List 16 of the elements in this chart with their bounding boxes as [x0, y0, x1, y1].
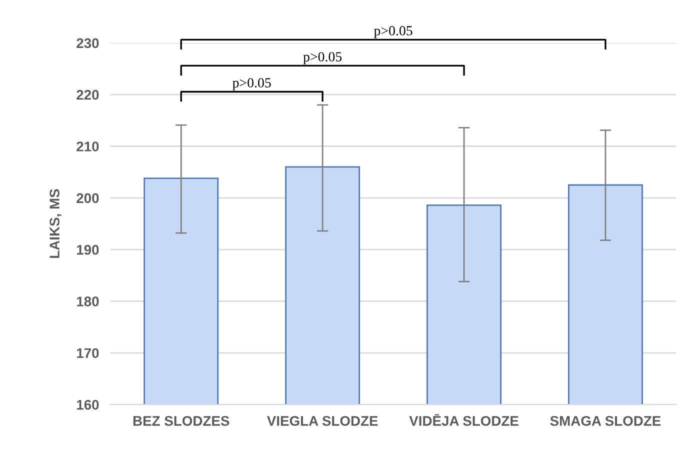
y-tick-label: 210	[76, 142, 99, 152]
y-tick-label: 230	[76, 38, 99, 48]
y-tick-label: 220	[76, 90, 99, 100]
text: p>0.05	[374, 26, 412, 38]
annotation: p>0.05	[303, 52, 342, 64]
x-tick-label: BEZ SLODZES	[133, 416, 230, 426]
y-tick-label: 160	[76, 400, 99, 410]
x-tick-label: VIDĒJA SLODZE	[409, 414, 518, 426]
y-tick-label: 200	[76, 193, 99, 204]
x-tick-label: SMAGA SLODZE	[550, 416, 661, 426]
x-tick-label: VIEGLA SLODZE	[266, 416, 378, 426]
y-axis-title: LAIKS, MS	[50, 189, 62, 258]
y-tick-label: 170	[76, 348, 99, 358]
y-tick-label: 190	[76, 244, 99, 255]
annotation: p>0.05	[232, 78, 271, 90]
y-tick-label: 180	[76, 296, 99, 306]
